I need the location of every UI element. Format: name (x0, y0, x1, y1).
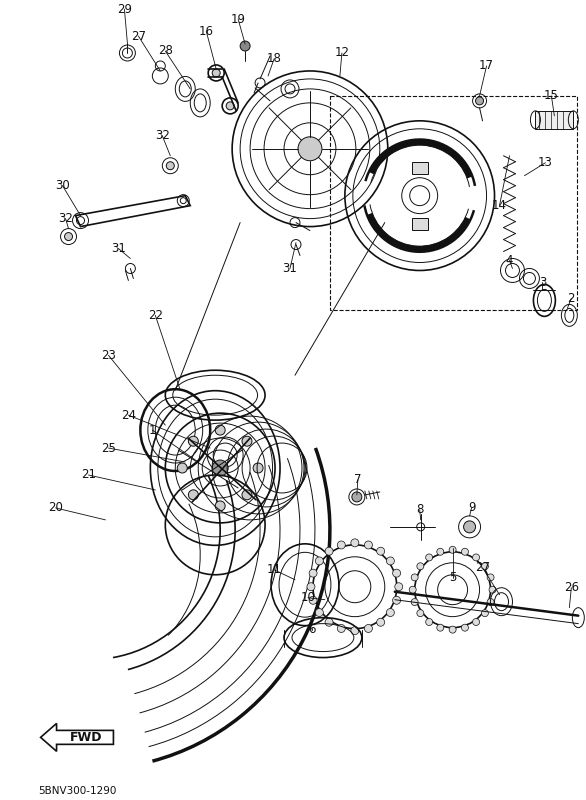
Circle shape (417, 562, 424, 570)
Text: 18: 18 (267, 53, 281, 66)
Text: FWD: FWD (70, 731, 103, 744)
Text: 5BNV300-1290: 5BNV300-1290 (39, 786, 117, 796)
Circle shape (377, 618, 384, 626)
Circle shape (489, 586, 496, 594)
Circle shape (188, 436, 198, 446)
Text: 26: 26 (564, 582, 579, 594)
Circle shape (449, 546, 456, 554)
Circle shape (309, 569, 317, 577)
Text: 25: 25 (101, 442, 116, 454)
Text: 30: 30 (55, 179, 70, 192)
Circle shape (242, 436, 252, 446)
Circle shape (188, 490, 198, 500)
Circle shape (386, 557, 394, 565)
Circle shape (464, 521, 476, 533)
Text: 1: 1 (149, 423, 156, 437)
Circle shape (461, 548, 468, 555)
Circle shape (461, 624, 468, 631)
Text: 31: 31 (111, 242, 126, 255)
Text: 21: 21 (81, 469, 96, 482)
Circle shape (178, 463, 188, 473)
Circle shape (212, 69, 220, 77)
Circle shape (377, 547, 384, 555)
Circle shape (395, 582, 403, 590)
Text: 10: 10 (301, 591, 315, 604)
Circle shape (309, 596, 317, 604)
Circle shape (64, 233, 73, 241)
Text: 32: 32 (58, 212, 73, 225)
Circle shape (425, 618, 432, 626)
Text: 22: 22 (148, 309, 163, 322)
Text: 8: 8 (416, 503, 424, 517)
Text: 31: 31 (282, 262, 298, 275)
Circle shape (425, 554, 432, 561)
Circle shape (315, 557, 323, 565)
Circle shape (338, 541, 345, 549)
Text: 23: 23 (101, 349, 116, 362)
Circle shape (417, 610, 424, 617)
Circle shape (449, 626, 456, 633)
Text: 19: 19 (231, 13, 246, 26)
Circle shape (393, 569, 401, 577)
Text: 4: 4 (506, 254, 513, 267)
Bar (536, 111, 573, 129)
Circle shape (215, 425, 225, 435)
Circle shape (307, 582, 315, 590)
Circle shape (482, 562, 488, 570)
Text: 2: 2 (568, 292, 575, 305)
Circle shape (352, 492, 362, 502)
Bar (412, 162, 428, 174)
Text: 32: 32 (155, 130, 170, 142)
Circle shape (240, 41, 250, 51)
Text: 7: 7 (354, 474, 362, 486)
Text: 12: 12 (335, 46, 349, 59)
Circle shape (393, 596, 401, 604)
Circle shape (253, 463, 263, 473)
Circle shape (325, 547, 333, 555)
Circle shape (242, 490, 252, 500)
Circle shape (364, 625, 373, 633)
Text: 24: 24 (121, 409, 136, 422)
Text: 27: 27 (131, 30, 146, 42)
Circle shape (298, 137, 322, 161)
Circle shape (487, 598, 494, 606)
Text: 27: 27 (475, 562, 490, 574)
Circle shape (487, 574, 494, 581)
Bar (412, 218, 428, 230)
Text: 6: 6 (308, 623, 316, 636)
Circle shape (409, 586, 416, 594)
Text: 11: 11 (267, 563, 281, 576)
Text: 28: 28 (158, 45, 173, 58)
Circle shape (437, 624, 444, 631)
Circle shape (166, 162, 174, 170)
Circle shape (338, 625, 345, 633)
Circle shape (351, 539, 359, 547)
Text: 14: 14 (492, 199, 507, 212)
Circle shape (386, 609, 394, 617)
Circle shape (315, 609, 323, 617)
Circle shape (364, 541, 373, 549)
Circle shape (476, 97, 483, 105)
Circle shape (472, 554, 479, 561)
Circle shape (437, 548, 444, 555)
Text: 15: 15 (544, 90, 559, 102)
Circle shape (482, 610, 488, 617)
Bar (330, 96, 577, 310)
Text: 13: 13 (538, 156, 553, 170)
Text: 16: 16 (199, 25, 214, 38)
Circle shape (215, 501, 225, 511)
Text: 9: 9 (468, 502, 475, 514)
Circle shape (411, 598, 418, 606)
Circle shape (212, 460, 228, 476)
Circle shape (325, 618, 333, 626)
Text: 3: 3 (539, 276, 546, 289)
Text: 17: 17 (479, 59, 494, 73)
Circle shape (351, 626, 359, 634)
Circle shape (226, 102, 234, 110)
Text: 20: 20 (48, 502, 63, 514)
Circle shape (411, 574, 418, 581)
Text: 5: 5 (449, 571, 456, 584)
Text: 29: 29 (117, 2, 132, 15)
Circle shape (472, 618, 479, 626)
